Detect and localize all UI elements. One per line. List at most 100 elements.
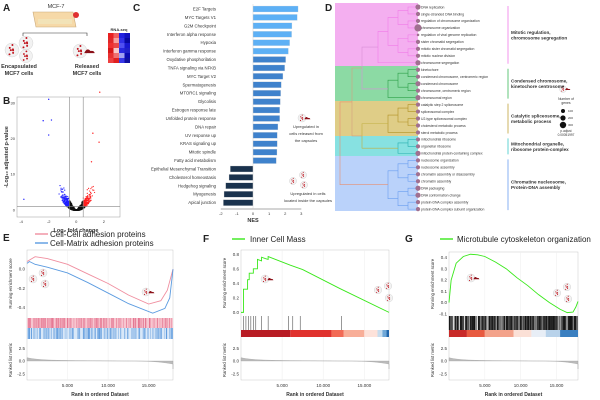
released-cells-icon (559, 85, 571, 93)
volcano-point (89, 200, 91, 203)
bar-label: Epithelial Mesenchymal Transition (151, 166, 217, 171)
capsule-icon (374, 286, 383, 295)
panel-d-go-dendrogram: D Number of genes 100 200 300 p.adjust 0… (325, 3, 575, 211)
capsule-icon (19, 49, 33, 63)
volcano-x-tick: 0 (75, 219, 78, 224)
cell-dot-icon (469, 277, 471, 279)
heatmap-cell (119, 58, 125, 63)
volcano-point (89, 191, 92, 193)
x-tick-label: 10.000 (316, 383, 330, 388)
cell-dot-icon (555, 294, 557, 296)
y-tick-label: 0.1 (441, 289, 448, 294)
y-tick-label: 0.0 (233, 310, 240, 315)
go-term-label: regulation of chromosome organization (421, 19, 480, 23)
cell-dot-icon (302, 171, 304, 173)
y-tick-label: 0.8 (233, 252, 240, 257)
heatmap-cell (108, 58, 114, 63)
volcano-point (66, 199, 69, 201)
heatmap-cell (119, 38, 125, 43)
go-term-dot (415, 165, 421, 170)
bar-label: TNFA signaling via NFKB (168, 65, 216, 70)
nes-bar (252, 157, 277, 164)
heatmap-cell (119, 43, 125, 48)
cell-dot-icon (9, 49, 12, 52)
go-term-dot (415, 158, 421, 163)
cell-dot-icon (43, 274, 45, 276)
cell-dot-icon (303, 184, 305, 186)
bar-label: MTORC1 signaling (180, 91, 217, 96)
go-term-label: regulation of viral genome replication (421, 33, 477, 37)
go-term-dot (414, 24, 422, 32)
capsule-icon (564, 295, 573, 304)
go-term-dot (415, 207, 421, 212)
cell-dot-icon (264, 278, 267, 280)
nes-bar (252, 132, 278, 139)
volcano-point (60, 197, 63, 199)
bar-label: Hypoxia (200, 40, 216, 45)
volcano-point (64, 196, 66, 198)
cell-dot-icon (30, 280, 33, 283)
go-term-dot (415, 18, 421, 24)
go-term-label: chromatin assembly (421, 180, 451, 184)
y-tick-label: -0.2 (17, 286, 25, 291)
go-term-dot (415, 116, 421, 121)
go-term-label: chromatin assembly or disassembly (421, 173, 475, 177)
go-term-dot (415, 192, 421, 198)
panel-letter-f: F (203, 234, 209, 245)
volcano-point (86, 192, 88, 194)
legend-size-dot-large (559, 121, 567, 129)
cell-dot-icon (300, 117, 302, 119)
rank-color-segment (466, 330, 485, 337)
bar-label: Myogenesis (193, 192, 216, 197)
capsule-icon (300, 181, 308, 189)
cell-dot-icon (302, 174, 304, 176)
volcano-point (81, 203, 83, 205)
bar-label: Oxydative phosphorilation (167, 57, 217, 62)
cluster-label: Condensed chromosome, (511, 79, 567, 84)
go-term-label: organellar ribosome (421, 145, 451, 149)
x-axis-label: Rank in ordered Dataset (485, 392, 543, 398)
cell-dot-icon (42, 269, 44, 271)
volcano-point (63, 187, 65, 189)
cell-dot-icon (567, 295, 569, 297)
cluster-background (335, 156, 418, 211)
cell-dot-icon (143, 293, 146, 296)
cell-dot-icon (31, 277, 33, 279)
cluster-label: Chromatine nucleosome, (511, 180, 566, 185)
go-term-dot (415, 60, 421, 66)
volcano-point (91, 186, 93, 188)
heatmap-cell (108, 48, 114, 53)
y-tick-label: 0.2 (441, 278, 448, 283)
volcano-point (91, 195, 93, 197)
cluster-label: Mitotic regulation, (511, 30, 551, 35)
y-tick-label: 0.3 (441, 266, 448, 271)
volcano-point (90, 199, 92, 201)
released-cells-icon (72, 43, 95, 59)
heatmap-cell (113, 53, 119, 58)
volcano-point (70, 202, 72, 204)
y-axis-label: Running enrichment score (222, 257, 227, 308)
cell-dot-icon (291, 179, 293, 181)
bar-label: G2M Checkpoint (184, 23, 217, 28)
cell-dot-icon (565, 286, 567, 288)
nes-bar (252, 106, 280, 114)
volcano-point (64, 198, 66, 200)
running-score-line (26, 256, 174, 305)
cell-dot-icon (32, 275, 34, 277)
cluster-label: Protein-DNA assembly (511, 185, 561, 190)
volcano-point (83, 203, 85, 206)
volcano-point (99, 91, 101, 93)
y-tick-label: 0.0 (19, 267, 26, 272)
go-term-label: condensed chromosome (421, 82, 458, 86)
cell-dot-icon (376, 289, 378, 291)
cell-dot-icon (32, 278, 35, 280)
bar-label: Mitotic spindle (189, 150, 217, 155)
volcano-point (98, 141, 100, 143)
cell-dot-icon (470, 274, 472, 276)
y-tick-label: 0.6 (233, 266, 240, 271)
cell-dot-icon (31, 278, 33, 280)
legend-size-title-2: genes (561, 101, 571, 105)
x-tick-label: 5.000 (479, 383, 491, 388)
volcano-point (63, 200, 65, 202)
cell-dot-icon (303, 175, 305, 177)
